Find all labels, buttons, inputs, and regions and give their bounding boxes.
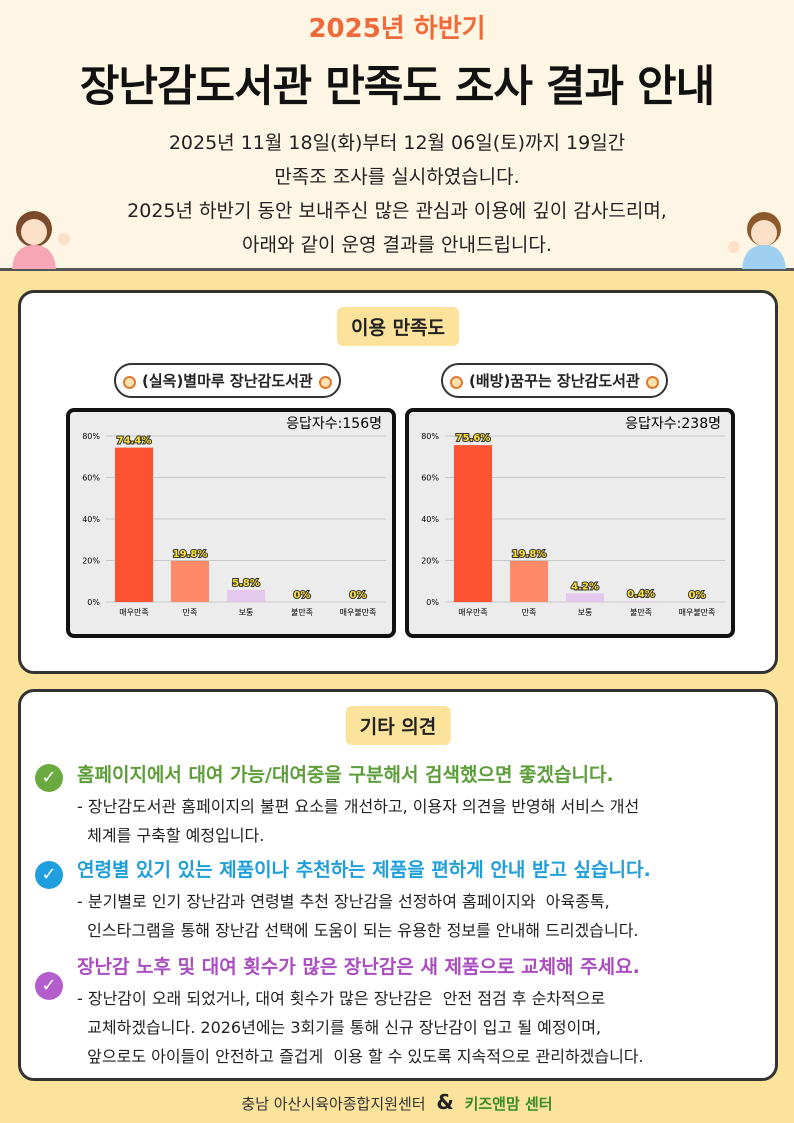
opinion-question: 장난감 노후 및 대여 횟수가 많은 장난감은 새 제품으로 교체해 주세요. [77,956,640,978]
chart-box: 응답자수:156명 0% 20% 40% 60% 80% 74.4% 매우만족 19.8% 만족 5… [66,408,396,638]
bar [621,601,661,602]
answer-line: 앞으로도 아이들이 안전하고 즐겁게 이용 할 수 있도록 지속적으로 관리하겠… [77,1047,644,1066]
chart-title: (배방)꿈꾸는 장난감도서관 [441,363,668,398]
value-label: 0.4% [627,589,655,600]
check-icon: ✓ [35,764,63,792]
answer-line: 인스타그램을 통해 장난감 선택에 도움이 되는 유용한 정보를 안내해 드리겠… [77,921,639,940]
annotation: 응답자수:156명 [286,416,382,432]
bar [509,560,549,602]
y-tick-label: 60% [421,474,439,483]
answer-line: - 장난감도서관 홈페이지의 불편 요소를 개선하고, 이용자 의견을 반영해 … [77,797,640,816]
opinions-panel: 기타 의견 ✓ 홈페이지에서 대여 가능/대여중을 구분해서 검색했으면 좋겠습… [18,689,778,1081]
value-label: 19.8% [173,549,208,560]
subtitle: 2025년 하반기 [308,14,486,44]
annotation: 응답자수:238명 [625,416,721,432]
bar [114,447,154,602]
intro-line: 만족조 조사를 실시하였습니다. [274,166,520,188]
character [12,211,70,269]
y-tick-label: 0% [426,598,439,607]
character [728,212,786,269]
value-label: 75.6% [456,433,491,444]
chart-title: (실옥)별마루 장난감도서관 [114,363,341,398]
x-tick-label: 매우만족 [458,608,487,617]
intro-line: 아래와 같이 운영 결과를 안내드립니다. [242,234,552,256]
y-tick-label: 20% [421,557,439,566]
y-tick-label: 40% [82,515,100,524]
section-heading: 이용 만족도 [336,307,460,346]
footer-amp: & [436,1090,454,1114]
x-tick-label: 만족 [183,608,198,617]
value-label: 5.8% [232,578,260,589]
check-icon: ✓ [35,861,63,889]
value-label: 0% [689,590,706,601]
value-label: 0% [350,590,367,601]
answer-line: - 장난감이 오래 되었거나, 대여 횟수가 많은 장난감은 안전 점검 후 순… [77,989,606,1008]
chart: 응답자수:156명 0% 20% 40% 60% 80% 74.4% 매우만족 19.8% 만족 5… [82,416,386,617]
footer: 충남 아산시육아종합지원센터 & 키즈앤맘 센터 [0,1090,794,1114]
header: 2025년 하반기 장난감도서관 만족도 조사 결과 안내 2025년 11월 … [0,0,794,271]
y-tick-label: 80% [421,432,439,441]
answer-line: - 분기별로 인기 장난감과 연령별 추천 장난감을 선정하여 홈페이지와 아육… [77,892,610,911]
y-tick-label: 0% [87,598,100,607]
x-tick-label: 보통 [239,608,254,617]
opinion-question: 연령별 있기 있는 제품이나 추천하는 제품을 편하게 안내 받고 싶습니다. [77,859,651,881]
footer-org: 충남 아산시육아종합지원센터 [241,1095,426,1113]
footer-center: 키즈앤맘 센터 [464,1095,553,1113]
value-label: 0% [294,590,311,601]
x-tick-label: 불만족 [630,607,652,617]
intro: 2025년 11월 18일(화)부터 12월 06일(토)까지 19일간 만족조… [0,126,794,262]
y-tick-label: 60% [82,474,100,483]
x-tick-label: 만족 [522,608,537,617]
chart-box: 응답자수:238명 0% 20% 40% 60% 80% 75.6% 매우만족 19.8% 만족 4… [405,408,735,638]
opinion-answer: - 분기별로 인기 장난감과 연령별 추천 장난감을 선정하여 홈페이지와 아육… [77,887,639,945]
y-tick-label: 80% [82,432,100,441]
x-tick-label: 불만족 [291,607,313,617]
title: 장난감도서관 만족도 조사 결과 안내 [79,62,715,112]
opinion-answer: - 장난감도서관 홈페이지의 불편 요소를 개선하고, 이용자 의견을 반영해 … [77,792,639,850]
opinion-answer: - 장난감이 오래 되었거나, 대여 횟수가 많은 장난감은 안전 점검 후 순… [77,984,644,1071]
check-icon: ✓ [35,972,63,1000]
intro-line: 2025년 11월 18일(화)부터 12월 06일(토)까지 19일간 [168,132,626,154]
x-tick-label: 매우만족 [119,608,148,617]
intro-line: 2025년 하반기 동안 보내주신 많은 관심과 이용에 깊이 감사드리며, [127,200,667,222]
bar [565,593,605,602]
y-tick-label: 20% [82,557,100,566]
satisfaction-panel: 이용 만족도 (실옥)별마루 장난감도서관 (배방)꿈꾸는 장난감도서관 응답자… [18,290,778,674]
y-tick-label: 40% [421,515,439,524]
chart: 응답자수:238명 0% 20% 40% 60% 80% 75.6% 매우만족 19.8% 만족 4… [421,416,725,617]
bar [170,560,210,602]
opinion-question: 홈페이지에서 대여 가능/대여중을 구분해서 검색했으면 좋겠습니다. [77,764,614,786]
section-heading: 기타 의견 [345,706,451,745]
answer-line: 체계를 구축할 예정입니다. [77,826,265,845]
answer-line: 교체하겠습니다. 2026년에는 3회기를 통해 신규 장난감이 입고 될 예정… [77,1018,602,1037]
bar [226,589,266,602]
x-tick-label: 매우불만족 [340,607,377,617]
value-label: 19.8% [512,549,547,560]
value-label: 74.4% [117,436,152,447]
x-tick-label: 보통 [578,608,593,617]
x-tick-label: 매우불만족 [679,607,716,617]
bar [453,445,493,602]
value-label: 4.2% [571,581,599,592]
